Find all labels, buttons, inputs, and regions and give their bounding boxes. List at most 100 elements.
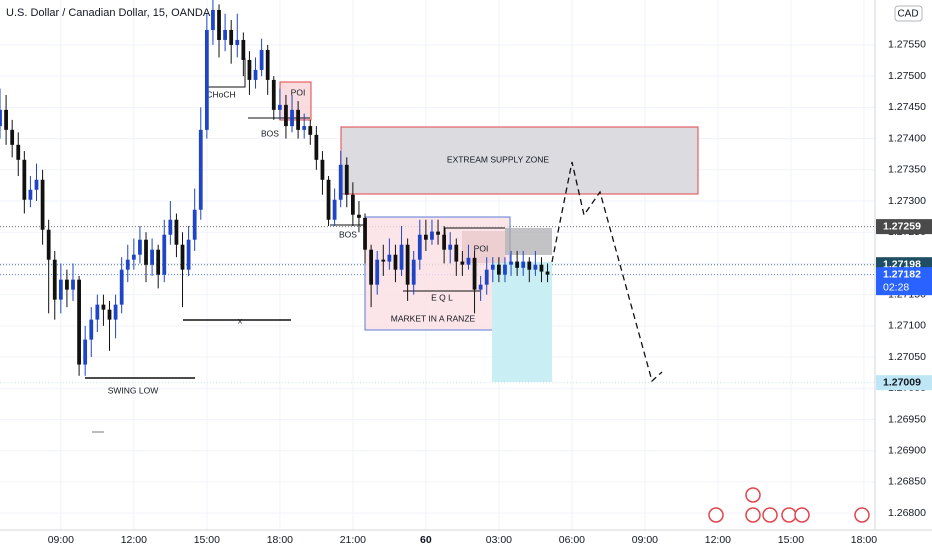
candles [0, 0, 550, 376]
candle-body [314, 134, 319, 160]
x-tick-label: 09:00 [48, 534, 74, 546]
x-tick-label: 06:00 [559, 534, 585, 546]
candle-body [472, 257, 477, 290]
candle-body [150, 249, 154, 265]
candle-body [411, 259, 416, 285]
annotation: BOS [339, 229, 357, 239]
candle-body [253, 69, 258, 80]
candle-body [466, 257, 471, 265]
candle-body [375, 259, 380, 285]
y-tick-label: 1.27400 [888, 132, 926, 144]
candle-body [302, 126, 307, 130]
choch-line [207, 58, 246, 88]
candle-body [28, 189, 33, 200]
target-zone [492, 262, 552, 382]
candle-body [363, 217, 367, 250]
currency-button[interactable] [894, 5, 923, 22]
countdown-label: 02:28 [883, 281, 909, 293]
candle-body [436, 231, 440, 235]
price-badge-label: 1.27182 [883, 268, 921, 280]
candle-body [144, 239, 148, 265]
x-tick-label: 09:00 [632, 534, 658, 546]
y-tick-label: 1.26900 [888, 444, 926, 456]
candle-body [95, 304, 100, 320]
candle-body [156, 249, 161, 275]
flag-icon [745, 507, 761, 523]
candle-body [521, 261, 526, 268]
annotation: CHoCH [206, 89, 235, 99]
candle-body [320, 159, 325, 180]
candle-body [125, 259, 130, 270]
annotation: POI [474, 243, 489, 253]
poi-box [462, 231, 505, 263]
candle-body [308, 126, 313, 135]
candle-body [271, 79, 276, 110]
candle-body [265, 49, 270, 80]
annotation: MARKET IN A RANZE [391, 313, 476, 323]
candle-body [290, 109, 294, 127]
candle-body [326, 179, 331, 220]
y-tick-label: 1.27550 [888, 39, 926, 51]
price-badge [876, 267, 932, 296]
x-tick-label: 15:00 [194, 534, 220, 546]
annotations: CHoCH POI BOS EXTREAM SUPPLY ZONE BOS PO… [85, 58, 699, 433]
price-badge-label: 1.27009 [883, 376, 921, 388]
y-tick-label: 1.27100 [888, 320, 926, 332]
x-tick-label: 12:00 [121, 534, 147, 546]
candle-body [381, 259, 386, 262]
flag-icon [781, 507, 797, 523]
candle-body [4, 109, 8, 130]
candle-body [503, 264, 507, 275]
candle-body [186, 239, 191, 270]
candle-body [527, 261, 532, 270]
candle-body [0, 109, 2, 127]
candle-body [83, 339, 88, 365]
candle-body [138, 239, 142, 255]
candle-body [277, 104, 282, 110]
candle-body [198, 129, 203, 210]
candle-body [460, 261, 465, 265]
candle-body [490, 264, 495, 270]
annotation: EXTREAM SUPPLY ZONE [447, 154, 550, 164]
candle-body [357, 214, 361, 218]
currency-label[interactable]: CAD [897, 9, 918, 20]
candle-body [533, 264, 538, 270]
price-badge [876, 375, 932, 391]
candle-body [399, 244, 404, 270]
candle-body [174, 219, 179, 245]
candle-body [22, 159, 27, 200]
annotation: x [238, 315, 243, 325]
y-tick-label: 1.27300 [888, 195, 926, 207]
price-badge-label: 1.27259 [883, 220, 921, 232]
candle-body [344, 164, 349, 195]
x-tick-label: 18:00 [267, 534, 293, 546]
candle-body [284, 104, 288, 127]
candle-body [217, 9, 221, 40]
candle-body [180, 244, 185, 270]
flag-icon [762, 507, 778, 523]
x-tick-label: 21:00 [340, 534, 366, 546]
y-tick-label: 1.26800 [888, 507, 926, 519]
candle-body [259, 49, 264, 70]
y-tick-label: 1.27500 [888, 70, 926, 82]
projection-path [551, 161, 663, 383]
candle-body [131, 254, 136, 260]
y-tick-label: 1.27050 [888, 351, 926, 363]
candle-body [46, 229, 51, 260]
candle-body [350, 194, 355, 215]
flag-icon [854, 507, 870, 523]
y-tick-label: 1.27350 [888, 164, 926, 176]
supply-zone [340, 126, 699, 195]
candle-body [393, 254, 398, 270]
flag-icon [708, 507, 724, 523]
candle-body [223, 29, 227, 40]
candle-body [442, 234, 447, 250]
candle-body [417, 234, 422, 260]
flag-icon [794, 507, 810, 523]
event-flags [708, 487, 870, 523]
candle-body [332, 199, 337, 220]
candle-body [58, 279, 63, 300]
annotation: BOS [261, 128, 279, 138]
candle-body [539, 264, 544, 272]
